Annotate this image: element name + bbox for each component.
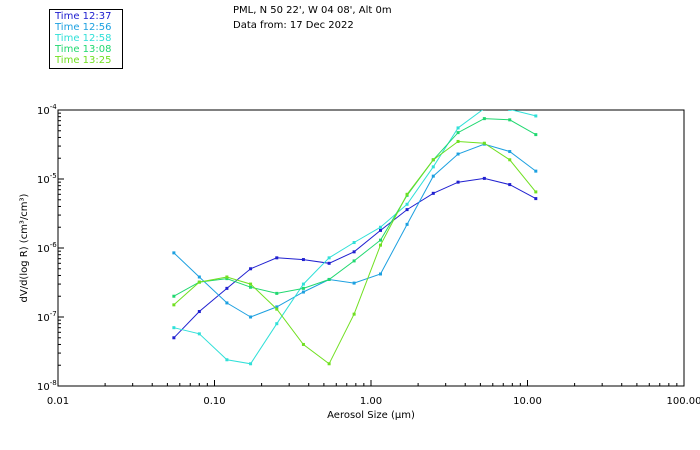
data-point — [405, 208, 409, 212]
data-point — [405, 192, 409, 196]
data-point — [301, 286, 305, 290]
x-tick-label: 1.00 — [360, 396, 382, 407]
legend-item-1237: Time 12:37 — [55, 11, 112, 22]
data-point — [327, 362, 331, 366]
data-point — [431, 174, 435, 178]
series-1256 — [172, 142, 538, 319]
y-tick-label: 10-6 — [37, 241, 57, 255]
x-tick-label: 10.00 — [513, 396, 542, 407]
legend-item-1325: Time 13:25 — [55, 55, 112, 66]
data-point — [275, 307, 279, 311]
data-point — [431, 165, 435, 169]
chart-title-date: Data from: 17 Dec 2022 — [233, 20, 354, 31]
data-point — [301, 290, 305, 294]
data-point — [249, 362, 253, 366]
legend-item-1258: Time 12:58 — [55, 33, 112, 44]
data-point — [508, 110, 512, 111]
data-point — [225, 358, 229, 362]
data-point — [508, 118, 512, 122]
data-point — [508, 150, 512, 154]
chart-title-location: PML, N 50 22', W 04 08', Alt 0m — [233, 5, 392, 16]
data-point — [378, 225, 382, 229]
data-point — [225, 286, 229, 290]
y-tick-label: 10-8 — [37, 379, 57, 393]
data-point — [172, 294, 176, 298]
data-point — [249, 282, 253, 286]
data-point — [482, 141, 486, 145]
legend-item-1308: Time 13:08 — [55, 44, 112, 55]
data-point — [534, 133, 538, 137]
y-tick-label: 10-7 — [37, 310, 57, 324]
data-point — [456, 180, 460, 184]
y-axis-label: dV/d(log R) (cm³/cm³) — [19, 193, 30, 302]
data-point — [405, 222, 409, 226]
data-point — [456, 126, 460, 130]
series-layer — [172, 110, 538, 366]
data-point — [172, 251, 176, 255]
data-point — [327, 277, 331, 281]
data-point — [197, 275, 201, 279]
data-point — [378, 228, 382, 232]
data-point — [378, 272, 382, 276]
data-point — [405, 202, 409, 206]
data-point — [225, 277, 229, 281]
series-line — [173, 143, 537, 318]
data-point — [249, 285, 253, 289]
data-point — [534, 114, 538, 118]
data-point — [534, 197, 538, 201]
data-point — [456, 139, 460, 143]
legend-box — [49, 9, 123, 69]
x-tick-label: 100.00 — [667, 396, 700, 407]
data-point — [301, 258, 305, 262]
data-point — [431, 191, 435, 195]
data-point — [197, 310, 201, 314]
data-point — [327, 261, 331, 265]
data-point — [172, 303, 176, 307]
data-point — [456, 131, 460, 135]
data-point — [301, 282, 305, 286]
data-point — [456, 152, 460, 156]
data-point — [508, 158, 512, 162]
data-point — [275, 256, 279, 260]
data-point — [249, 315, 253, 319]
data-point — [275, 305, 279, 309]
series-1258 — [172, 110, 538, 366]
data-point — [327, 256, 331, 260]
data-point — [352, 259, 356, 263]
data-point — [275, 322, 279, 326]
legend-item-1256: Time 12:56 — [55, 22, 112, 33]
series-1308 — [172, 117, 538, 298]
series-line — [173, 110, 536, 365]
data-point — [172, 336, 176, 340]
data-point — [249, 267, 253, 271]
data-point — [225, 301, 229, 305]
x-axis-label: Aerosol Size (µm) — [327, 410, 415, 421]
x-tick-label: 0.10 — [203, 396, 225, 407]
data-point — [482, 176, 486, 180]
axis-ticks: 0.01 0.10 1.00 10.00 100.00 10-8 10-7 10-6 10-5 1… — [37, 103, 700, 407]
y-tick-label: 10-4 — [37, 103, 57, 117]
data-point — [534, 190, 538, 194]
data-point — [352, 281, 356, 285]
data-point — [352, 312, 356, 316]
data-point — [482, 117, 486, 121]
data-point — [431, 158, 435, 162]
x-tick-label: 0.01 — [47, 396, 69, 407]
data-point — [352, 241, 356, 245]
data-point — [172, 326, 176, 330]
data-point — [197, 332, 201, 336]
data-point — [378, 243, 382, 247]
y-tick-label: 10-5 — [37, 172, 57, 186]
data-point — [534, 169, 538, 173]
data-point — [378, 238, 382, 242]
data-point — [482, 110, 486, 111]
data-point — [508, 183, 512, 187]
data-point — [197, 280, 201, 284]
data-point — [352, 250, 356, 254]
data-point — [225, 275, 229, 279]
series-1325 — [172, 139, 538, 366]
data-point — [275, 291, 279, 295]
data-point — [301, 342, 305, 346]
